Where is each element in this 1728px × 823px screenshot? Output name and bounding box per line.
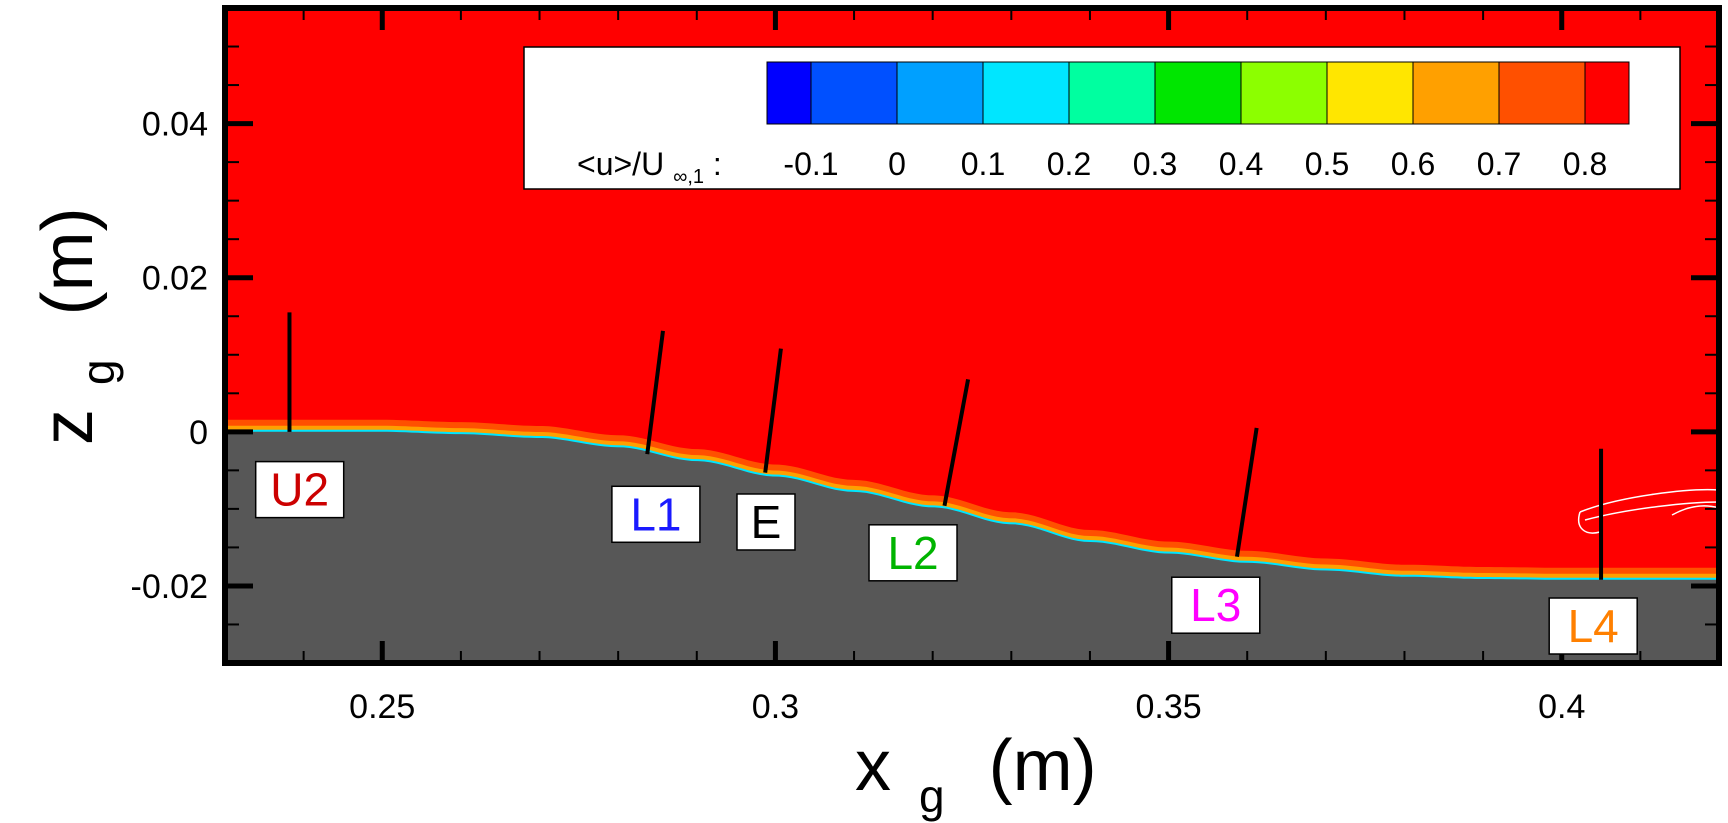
station-label-text: U2 [270,464,329,516]
station-label-l2: L2 [868,524,958,582]
colorbar-variable-subscript: ∞,1 [673,166,704,188]
x-tick-label: 0.3 [752,688,799,726]
station-label-l3: L3 [1171,576,1261,634]
colorbar-tick-label: 0.8 [1563,146,1607,182]
colorbar-variable: <u>/U [577,146,664,182]
colorbar-variable-suffix: : [713,146,722,182]
station-label-text: L4 [1568,600,1619,652]
x-axis-tick-labels: 0.25 0.3 0.35 0.4 [349,688,1585,726]
colorbar-cell [1584,61,1630,125]
y-tick-label: -0.02 [131,568,209,606]
y-tick-label: 0.02 [142,260,208,298]
profile-line-l3 [1235,427,1259,557]
colorbar-cell [1326,61,1414,125]
colorbar-tick-label: 0.4 [1219,146,1263,182]
plot-frame [222,5,1722,666]
y-axis-unit: (m) [28,207,108,315]
colorbar-tick-label: 0 [888,146,906,182]
station-label-u2: U2 [254,460,345,519]
station-labels: U2 L1 E L2 L3 L4 [254,460,1638,655]
colorbar-tick-label: 0.6 [1391,146,1435,182]
profile-line-e [763,348,783,473]
station-label-text: L1 [630,488,681,540]
y-axis-symbol: z [28,409,108,445]
y-axis-title: z g (m) [28,207,130,445]
profile-line-l1 [645,330,665,455]
station-label-text: L3 [1190,579,1241,631]
station-label-box [611,485,701,544]
station-label-box [254,460,345,519]
colorbar-tick-labels: -0.1 0 0.1 0.2 0.3 0.4 0.5 0.6 0.7 0.8 [783,146,1607,182]
colorbar-tick-label: -0.1 [783,146,838,182]
x-axis-symbol: x [855,726,891,806]
colorbar-tick-label: 0.3 [1133,146,1177,182]
colorbar-tick-label: 0.7 [1477,146,1521,182]
y-axis-tick-labels: 0.04 0.02 0 -0.02 [131,106,209,606]
colorbar-cells [766,61,1630,125]
colorbar-variable-label: <u>/U ∞,1 : [577,146,722,190]
station-label-e: E [736,493,796,551]
profile-line-l2 [942,379,971,507]
colorbar-cell [896,61,984,125]
station-label-box [736,493,796,551]
wall-region [225,431,1719,663]
station-label-box [1171,576,1261,634]
y-tick-label: 0.04 [142,106,208,144]
x-tick-label: 0.25 [349,688,415,726]
colorbar-cell [1240,61,1328,125]
y-axis-subscript: g [72,359,124,385]
y-tick-label: 0 [189,414,208,452]
colorbar-tick-label: 0.5 [1305,146,1349,182]
station-label-box [1548,597,1638,655]
colorbar-tick-label: 0.2 [1047,146,1091,182]
colorbar-cell [1412,61,1500,125]
colorbar-cell [1154,61,1242,125]
station-label-text: E [751,496,782,548]
colorbar-cell [982,61,1070,125]
colorbar-cell [766,61,812,125]
x-axis-title: x g (m) [855,726,1097,823]
colorbar-cell [810,61,898,125]
x-tick-label: 0.35 [1135,688,1201,726]
station-label-l1: L1 [611,485,701,544]
station-label-text: L2 [887,527,938,579]
x-axis-unit: (m) [989,726,1097,806]
colorbar-tick-label: 0.1 [961,146,1005,182]
profile-lines [287,312,1604,580]
station-label-box [868,524,958,582]
colorbar-legend: -0.1 0 0.1 0.2 0.3 0.4 0.5 0.6 0.7 0.8 <u>/U ∞,1 … [523,46,1681,190]
x-tick-label: 0.4 [1538,688,1585,726]
y-axis-ticks [225,7,1719,664]
colorbar-cell [1498,61,1586,125]
colorbar-cell [1068,61,1156,125]
x-axis-subscript: g [919,770,945,822]
station-label-l4: L4 [1548,597,1638,655]
